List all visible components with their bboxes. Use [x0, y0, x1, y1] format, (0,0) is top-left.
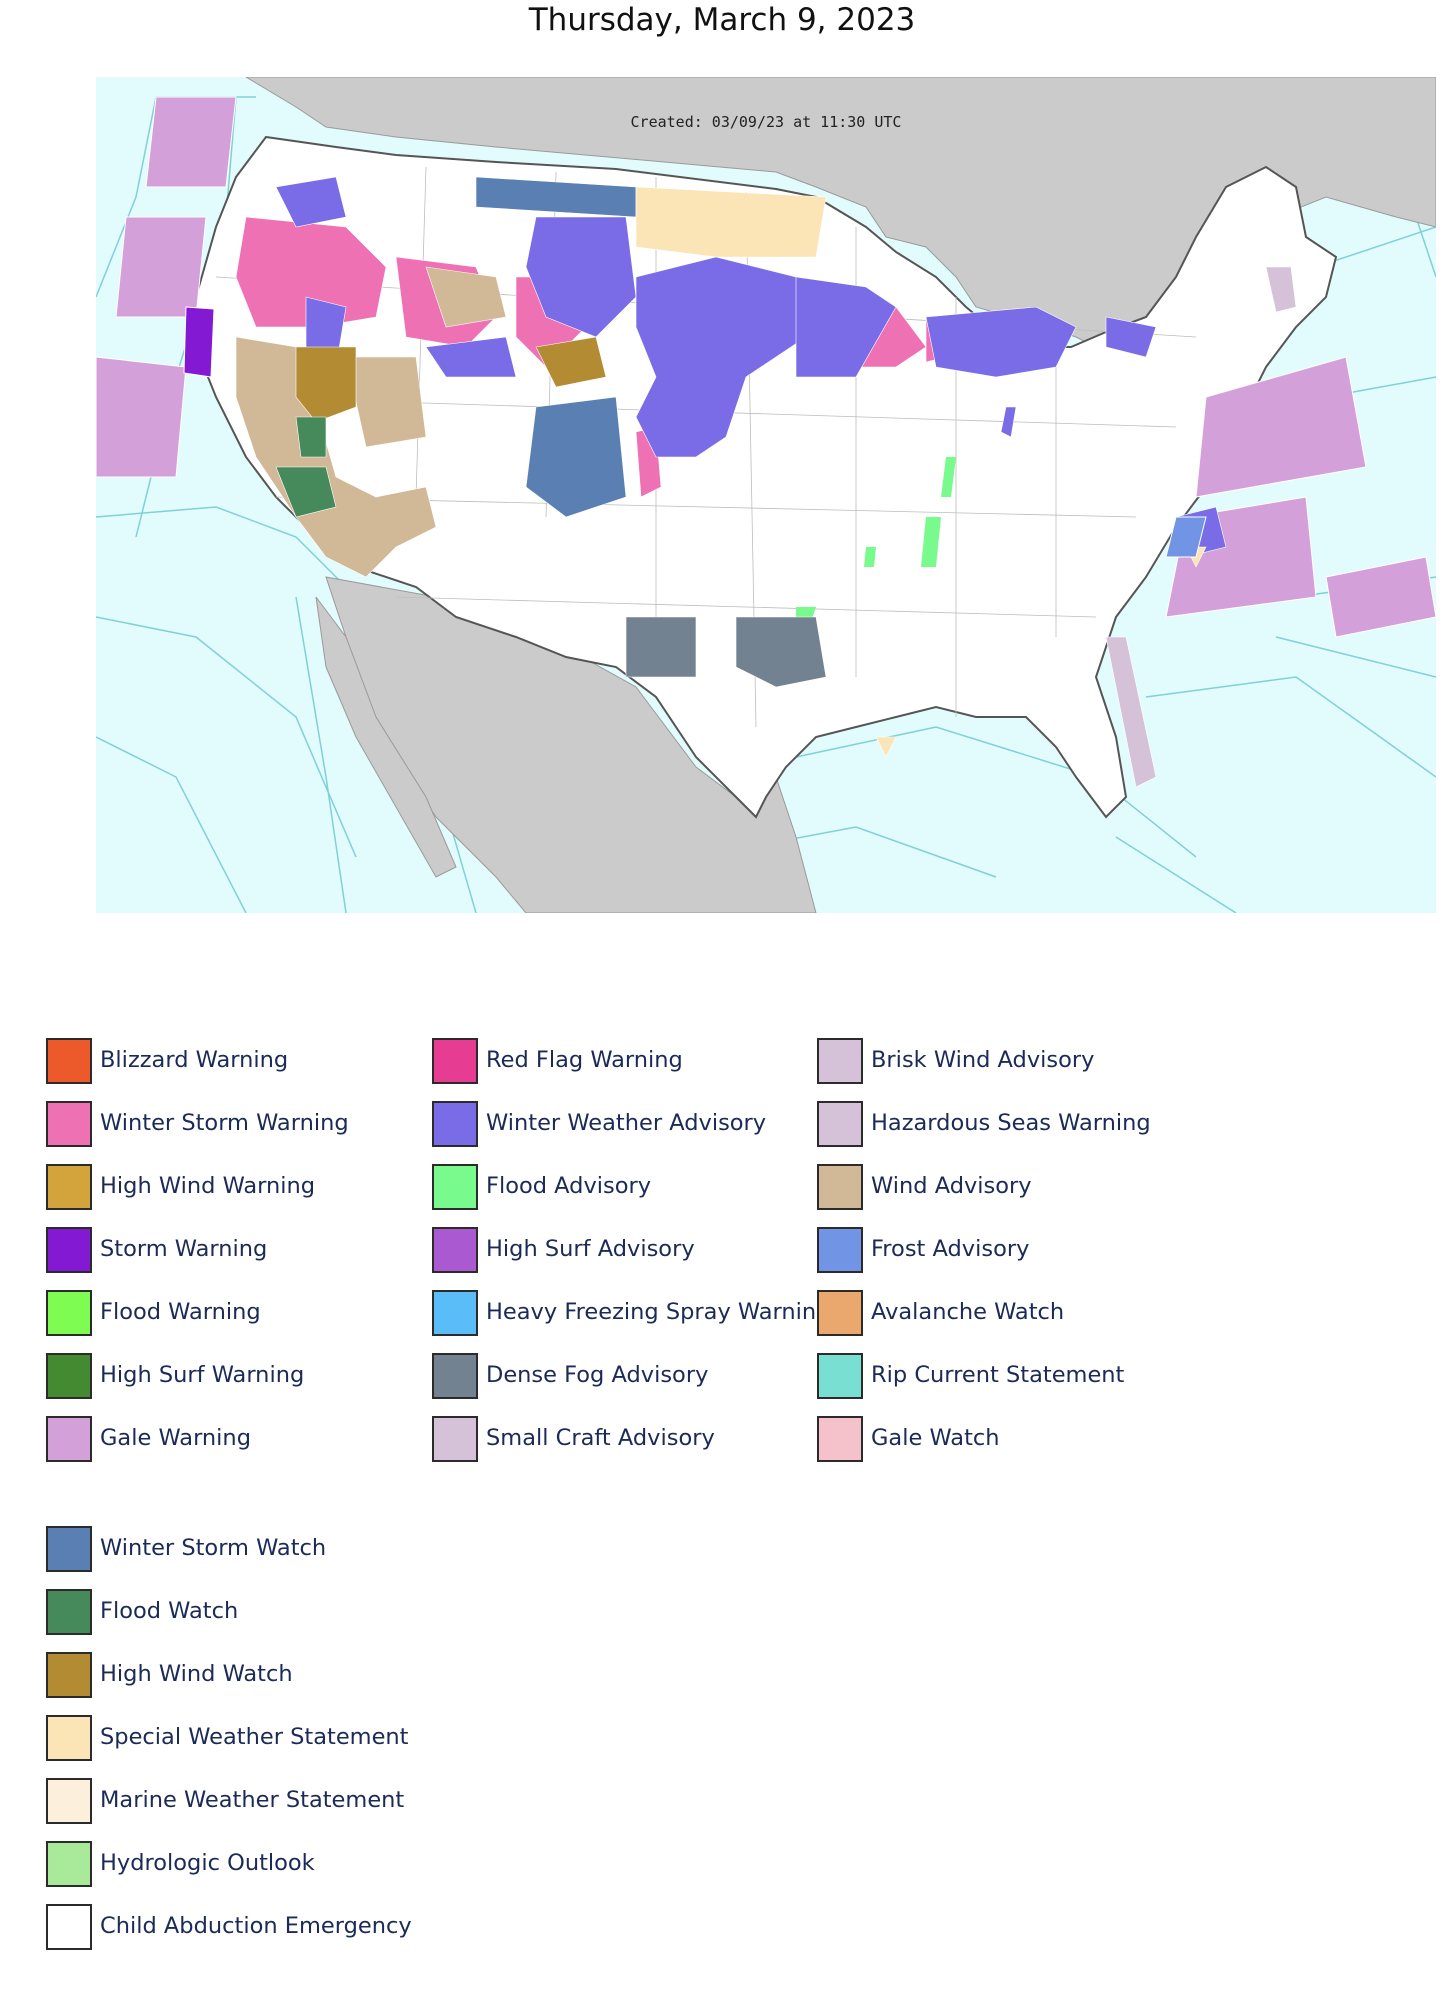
legend-item: Flood Watch [46, 1589, 446, 1639]
legend-item: Winter Storm Watch [46, 1526, 446, 1576]
legend-swatch [432, 1353, 478, 1399]
winter-storm-watch-areas [475, 176, 637, 518]
storm-warning-zone [183, 306, 215, 378]
legend-label: Hydrologic Outlook [100, 1850, 315, 1876]
legend-label: High Wind Watch [100, 1661, 293, 1687]
legend-swatch [46, 1841, 92, 1887]
legend-item: Flood Warning [46, 1290, 446, 1340]
legend-item: Gale Warning [46, 1416, 446, 1466]
legend-swatch [46, 1652, 92, 1698]
legend-swatch [46, 1904, 92, 1950]
legend-item: High Surf Advisory [432, 1227, 832, 1277]
legend-label: Small Craft Advisory [486, 1425, 715, 1451]
legend-item: Winter Weather Advisory [432, 1101, 832, 1151]
legend-item: Marine Weather Statement [46, 1778, 446, 1828]
legend-item: Storm Warning [46, 1227, 446, 1277]
legend-label: Gale Watch [871, 1425, 1000, 1451]
legend-item: Blizzard Warning [46, 1038, 446, 1088]
legend-swatch [432, 1227, 478, 1273]
legend-label: Flood Advisory [486, 1173, 652, 1199]
legend-label: Blizzard Warning [100, 1047, 289, 1073]
legend-label: Gale Warning [100, 1425, 251, 1451]
legend-item: Flood Advisory [432, 1164, 832, 1214]
legend-label: Child Abduction Emergency [100, 1913, 412, 1939]
legend-label: High Wind Warning [100, 1173, 316, 1199]
legend-item: Heavy Freezing Spray Warning [432, 1290, 832, 1340]
legend-swatch [817, 1038, 863, 1084]
legend-item: High Wind Watch [46, 1652, 446, 1702]
legend-label: Marine Weather Statement [100, 1787, 405, 1813]
legend-label: Avalanche Watch [871, 1299, 1065, 1325]
legend-swatch [432, 1164, 478, 1210]
frost-advisory-area [1165, 516, 1207, 558]
legend-label: Flood Warning [100, 1299, 261, 1325]
legend-item: Winter Storm Warning [46, 1101, 446, 1151]
dense-fog-advisory-areas [625, 616, 827, 688]
legend-item: Hazardous Seas Warning [817, 1101, 1217, 1151]
legend-item: Rip Current Statement [817, 1353, 1217, 1403]
legend-swatch [817, 1353, 863, 1399]
legend-label: Winter Storm Warning [100, 1110, 349, 1136]
legend-item: Small Craft Advisory [432, 1416, 832, 1466]
legend-swatch [817, 1290, 863, 1336]
legend-swatch [817, 1101, 863, 1147]
legend-swatch [432, 1101, 478, 1147]
flood-advisory-areas [796, 457, 956, 622]
legend-label: Hazardous Seas Warning [871, 1110, 1151, 1136]
flood-watch-areas [275, 416, 337, 518]
legend-swatch [46, 1164, 92, 1210]
legend-swatch [432, 1290, 478, 1336]
legend-swatch [46, 1526, 92, 1572]
wind-advisory-areas [235, 266, 507, 578]
legend-item: Wind Advisory [817, 1164, 1217, 1214]
legend-label: Brisk Wind Advisory [871, 1047, 1095, 1073]
legend-label: Frost Advisory [871, 1236, 1030, 1262]
legend-item: Gale Watch [817, 1416, 1217, 1466]
legend-label: Red Flag Warning [486, 1047, 683, 1073]
legend-label: Wind Advisory [871, 1173, 1032, 1199]
legend-label: High Surf Warning [100, 1362, 305, 1388]
legend-label: Special Weather Statement [100, 1724, 409, 1750]
legend-swatch [46, 1778, 92, 1824]
legend-swatch [817, 1164, 863, 1210]
legend-swatch [817, 1227, 863, 1273]
legend-item: Dense Fog Advisory [432, 1353, 832, 1403]
high-wind-watch-areas [295, 336, 607, 423]
weather-alerts-map[interactable]: Created: 03/09/23 at 11:30 UTC [96, 77, 1436, 913]
legend-swatch [46, 1353, 92, 1399]
legend-label: Heavy Freezing Spray Warning [486, 1299, 831, 1325]
legend-swatch [432, 1038, 478, 1084]
legend-item: Brisk Wind Advisory [817, 1038, 1217, 1088]
map-created-label: Created: 03/09/23 at 11:30 UTC [631, 113, 902, 131]
legend-item: Hydrologic Outlook [46, 1841, 446, 1891]
legend-swatch [46, 1227, 92, 1273]
map-svg: Created: 03/09/23 at 11:30 UTC [96, 77, 1436, 913]
legend-label: Storm Warning [100, 1236, 268, 1262]
legend-swatch [817, 1416, 863, 1462]
legend-swatch [46, 1101, 92, 1147]
legend-label: High Surf Advisory [486, 1236, 695, 1262]
legend-label: Dense Fog Advisory [486, 1362, 709, 1388]
legend-swatch [46, 1038, 92, 1084]
legend-label: Rip Current Statement [871, 1362, 1125, 1388]
page-title: Thursday, March 9, 2023 [528, 2, 916, 38]
legend-item: High Surf Warning [46, 1353, 446, 1403]
legend-item: Special Weather Statement [46, 1715, 446, 1765]
legend-swatch [46, 1715, 92, 1761]
legend-item: Red Flag Warning [432, 1038, 832, 1088]
legend-item: Frost Advisory [817, 1227, 1217, 1277]
legend-label: Flood Watch [100, 1598, 239, 1624]
small-craft-advisory-zones [1105, 266, 1297, 788]
legend-swatch [46, 1416, 92, 1462]
baja-land [315, 596, 457, 878]
legend-label: Winter Storm Watch [100, 1535, 327, 1561]
legend-item: Child Abduction Emergency [46, 1904, 446, 1954]
legend-label: Winter Weather Advisory [486, 1110, 767, 1136]
legend-swatch [46, 1589, 92, 1635]
legend-item: High Wind Warning [46, 1164, 446, 1214]
legend-swatch [432, 1416, 478, 1462]
legend-item: Avalanche Watch [817, 1290, 1217, 1340]
legend-swatch [46, 1290, 92, 1336]
